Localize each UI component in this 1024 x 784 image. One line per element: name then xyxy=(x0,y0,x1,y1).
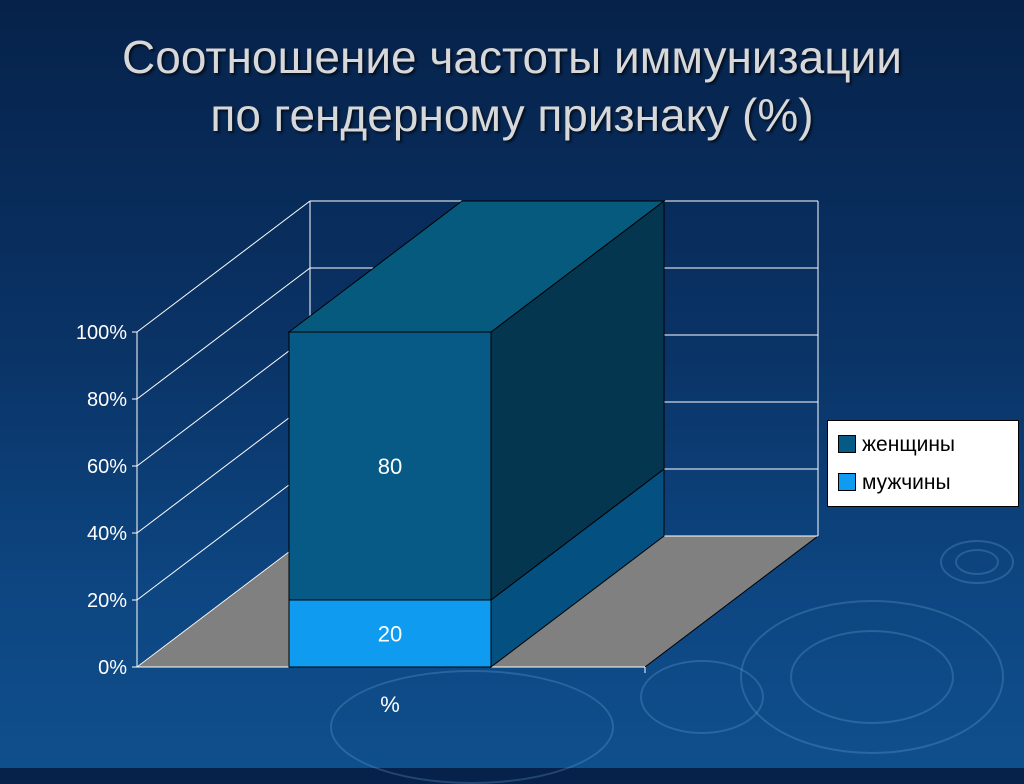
data-label-1: 80 xyxy=(378,454,402,479)
bar-top xyxy=(287,200,666,333)
legend-item-women: женщины xyxy=(838,433,955,457)
legend-swatch-women xyxy=(838,435,856,453)
gridline-side xyxy=(136,401,311,534)
y-tick-label: 40% xyxy=(87,523,127,545)
legend-label-women: женщины xyxy=(862,433,956,456)
stacked-bar-chart: 0% 20% 40% 60% 80% 100% 20 80% xyxy=(76,199,820,717)
gridline-side xyxy=(136,468,311,601)
title-line-2: по гендерному признаку (%) xyxy=(210,89,814,141)
title-line-1: Соотношение частоты иммунизации xyxy=(122,31,902,83)
bar-segment-0 xyxy=(288,599,492,668)
y-tick-label: 100% xyxy=(76,322,127,344)
decorative-ripple xyxy=(640,660,764,734)
legend-swatch-men xyxy=(838,473,856,491)
y-tick-label: 0% xyxy=(98,657,127,679)
chart-legend: женщины мужчины xyxy=(827,420,1019,507)
decorative-ripple xyxy=(790,630,954,724)
x-category-label: % xyxy=(380,692,400,717)
gridline-side xyxy=(136,200,311,333)
legend-item-men: мужчины xyxy=(838,471,951,495)
decorative-ripple xyxy=(955,549,999,575)
y-tick-label: 20% xyxy=(87,590,127,612)
legend-label-men: мужчины xyxy=(862,471,951,494)
data-label-0: 20 xyxy=(378,622,402,647)
gridline-side xyxy=(136,535,311,668)
decorative-ripple xyxy=(940,540,1014,584)
slide-title: Соотношение частоты иммунизации по генде… xyxy=(0,28,1024,144)
gridline-side xyxy=(136,267,311,400)
y-tick-label: 60% xyxy=(87,456,127,478)
y-tick-label: 80% xyxy=(87,389,127,411)
bar-segment-1 xyxy=(288,331,492,601)
gridline-side xyxy=(136,334,311,467)
